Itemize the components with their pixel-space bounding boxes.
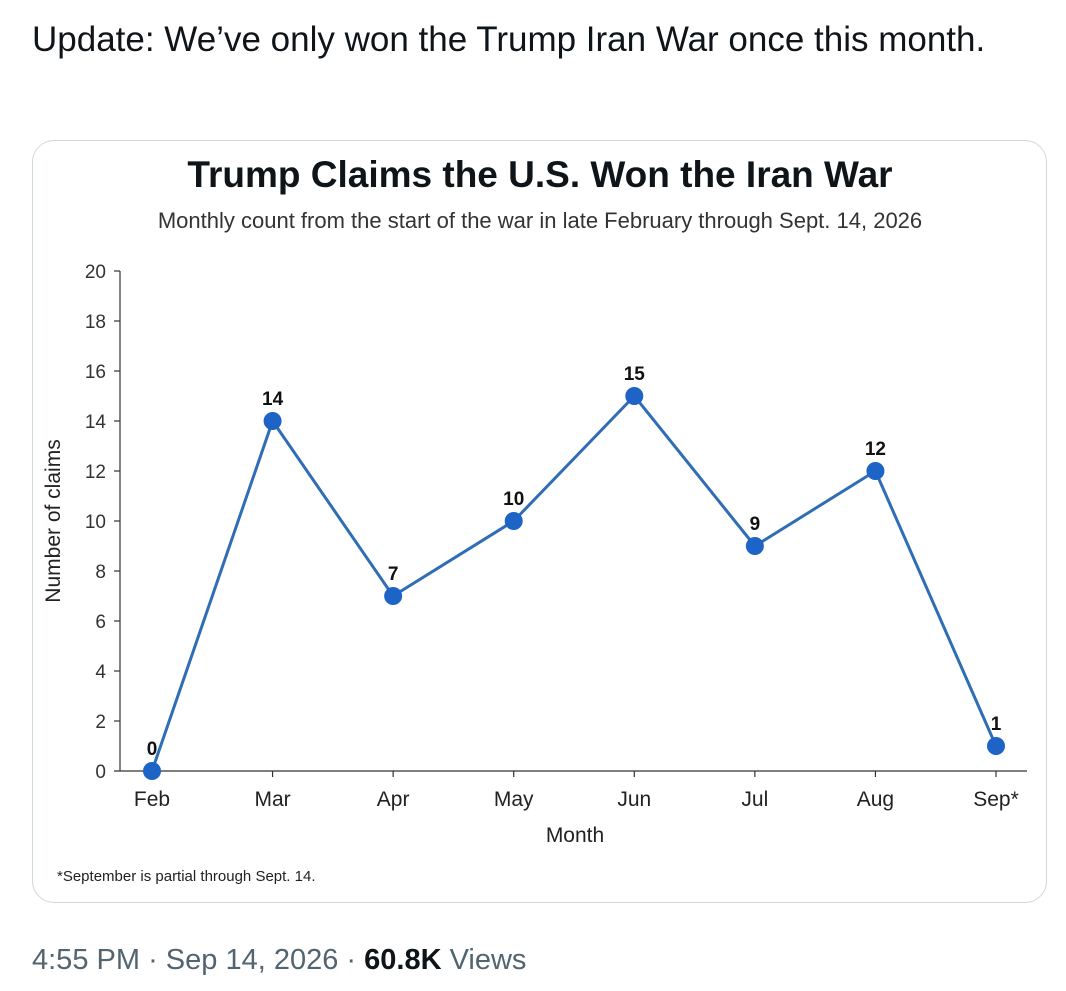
x-tick-label: Sep* xyxy=(973,788,1019,811)
data-label: 0 xyxy=(147,739,158,760)
y-ticks: 0 2 4 6 8 10 12 14 16 18 20 xyxy=(85,262,120,783)
y-tick-label: 16 xyxy=(85,362,106,383)
x-ticks: Feb Mar Apr May Jun Jul Aug Sep* xyxy=(134,771,1019,811)
tweet-date[interactable]: Sep 14, 2026 xyxy=(165,944,339,976)
data-labels: 0 14 7 10 15 9 12 1 xyxy=(147,364,1002,760)
chart-card[interactable]: Trump Claims the U.S. Won the Iran War M… xyxy=(32,140,1047,903)
y-tick-label: 10 xyxy=(85,512,106,533)
y-tick-label: 0 xyxy=(95,762,106,783)
data-point xyxy=(384,587,403,605)
views-label: Views xyxy=(449,944,527,976)
y-tick-label: 2 xyxy=(95,712,106,733)
data-label: 1 xyxy=(991,714,1002,735)
data-label: 7 xyxy=(388,564,399,585)
data-points xyxy=(143,387,1005,780)
y-tick-label: 14 xyxy=(85,412,107,433)
data-label: 15 xyxy=(624,364,646,385)
chart-subtitle: Monthly count from the start of the war … xyxy=(158,208,922,233)
meta-separator: · xyxy=(346,944,357,976)
line-chart: Trump Claims the U.S. Won the Iran War M… xyxy=(42,154,1027,885)
tweet-meta: 4:55 PM · Sep 14, 2026 · 60.8K Views xyxy=(32,940,526,980)
x-tick-label: May xyxy=(494,788,534,811)
chart-title: Trump Claims the U.S. Won the Iran War xyxy=(187,154,892,195)
data-point xyxy=(504,512,523,530)
series-line xyxy=(150,394,998,772)
y-tick-label: 20 xyxy=(85,262,106,283)
data-label: 10 xyxy=(503,489,524,510)
data-point xyxy=(625,387,644,405)
y-tick-label: 4 xyxy=(95,662,106,683)
x-tick-label: Feb xyxy=(134,788,170,811)
x-tick-label: Apr xyxy=(377,788,410,811)
data-point xyxy=(263,412,282,430)
y-axis-label: Number of claims xyxy=(42,439,65,602)
data-point xyxy=(745,537,764,555)
data-label: 9 xyxy=(750,514,761,535)
y-tick-label: 12 xyxy=(85,462,106,483)
x-tick-label: Aug xyxy=(857,788,894,811)
data-point xyxy=(143,762,161,780)
x-tick-label: Mar xyxy=(254,788,290,811)
data-label: 14 xyxy=(262,389,284,410)
chart-footnote: *September is partial through Sept. 14. xyxy=(57,868,316,885)
views-count: 60.8K xyxy=(364,944,442,976)
x-tick-label: Jun xyxy=(617,788,651,811)
meta-separator: · xyxy=(148,944,158,976)
y-tick-label: 18 xyxy=(85,312,106,333)
data-point xyxy=(987,737,1005,755)
data-label: 12 xyxy=(865,439,886,460)
x-tick-label: Jul xyxy=(741,788,768,811)
y-tick-label: 6 xyxy=(95,612,106,633)
x-axis-label: Month xyxy=(546,824,604,847)
data-point xyxy=(866,462,885,480)
tweet-time[interactable]: 4:55 PM xyxy=(32,944,140,976)
tweet-text: Update: We’ve only won the Trump Iran Wa… xyxy=(32,20,986,59)
y-tick-label: 8 xyxy=(95,562,106,583)
